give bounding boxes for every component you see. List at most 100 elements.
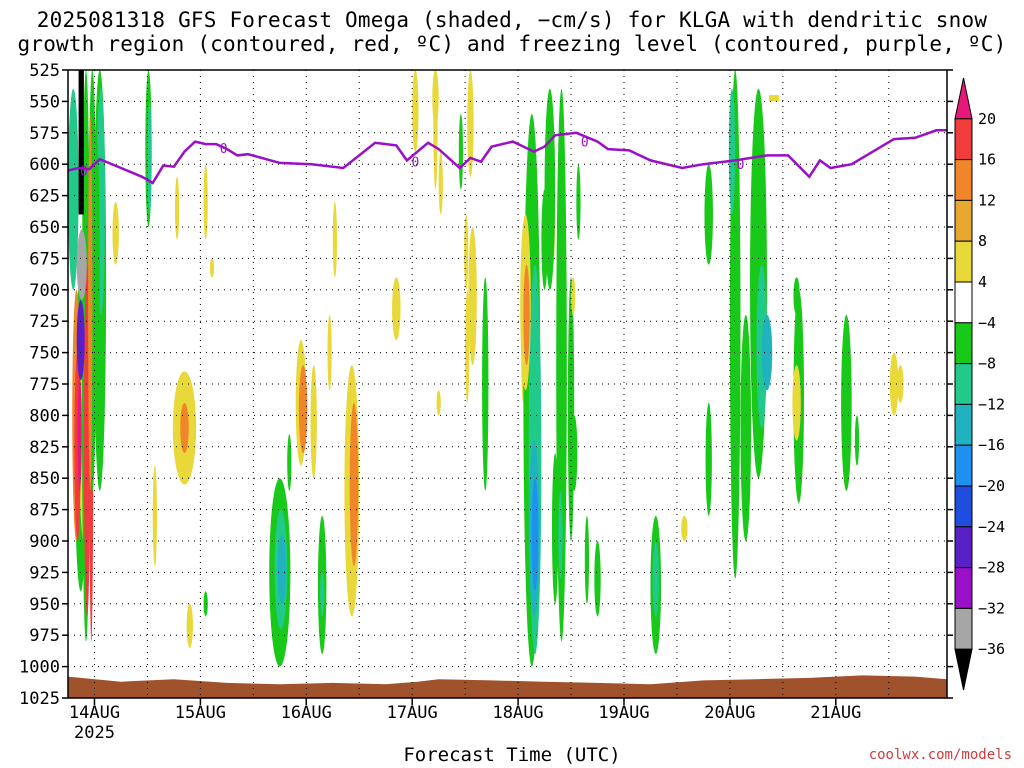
omega-blob [464, 214, 469, 290]
omega-blob [854, 415, 860, 466]
omega-blob [93, 139, 100, 378]
omega-blob [438, 151, 443, 215]
colorbar-swatch [954, 118, 973, 161]
omega-blob [889, 352, 899, 416]
x-tick-label: 15AUG [175, 703, 226, 723]
omega-core-black [78, 70, 84, 215]
chart-title-line-1: 2025081318 GFS Forecast Omega (shaded, −… [36, 8, 988, 32]
omega-blob [203, 164, 208, 240]
x-axis: 14AUG 15AUG 16AUG 17AUG 18AUG 19AUG 20AUG 21AUG… [69, 698, 861, 743]
freezing-level-label: 0 [220, 142, 228, 157]
omega-blob [571, 415, 578, 491]
credit-text: coolwx.com/models [868, 747, 1012, 763]
omega-blob [203, 591, 208, 617]
colorbar-label: −12 [978, 395, 1005, 413]
y-tick-label: 1000 [19, 658, 60, 678]
y-tick-label: 575 [29, 124, 60, 144]
y-tick-label: 950 [29, 595, 60, 615]
y-tick-label: 975 [29, 626, 60, 646]
x-tick-label: 14AUG [69, 703, 120, 723]
colorbar-label: 16 [978, 151, 996, 169]
omega-blob [180, 402, 189, 454]
omega-blob [468, 226, 477, 366]
omega-blob [465, 289, 470, 403]
colorbar-label: 8 [978, 232, 987, 250]
omega-blob [112, 201, 119, 265]
y-tick-label: 775 [29, 375, 60, 395]
colorbar-label: −4 [978, 314, 996, 332]
x-tick-label: 18AUG [492, 703, 543, 723]
omega-blob [436, 390, 441, 416]
colorbar-label: −36 [978, 640, 1005, 658]
colorbar-label: −16 [978, 436, 1005, 454]
omega-blob [412, 70, 419, 152]
y-tick-label: 550 [29, 92, 60, 112]
omega-blob [186, 603, 193, 648]
omega-core-grey [76, 229, 87, 300]
omega-blob [349, 402, 359, 567]
omega-blob [897, 365, 904, 403]
omega-blob [652, 541, 659, 617]
y-tick-label: 700 [29, 281, 60, 301]
omega-blob [558, 490, 563, 579]
colorbar-label: −24 [978, 518, 1005, 536]
omega-core-purple [76, 300, 85, 381]
omega-blob [576, 164, 581, 240]
y-tick-label: 800 [29, 406, 60, 426]
y-tick-label: 850 [29, 469, 60, 489]
colorbar-swatch [954, 322, 973, 365]
omega-blob [793, 277, 800, 315]
omega-blob [551, 453, 559, 604]
omega-shading [68, 70, 904, 667]
ground-terrain [68, 675, 947, 698]
x-tick-label: 20AUG [704, 703, 755, 723]
chart-title-line-2: growth region (contoured, red, ºC) and f… [17, 32, 1007, 56]
freezing-level-contour: 0 0 0 0 0 [68, 129, 947, 185]
y-tick-label: 750 [29, 344, 60, 364]
omega-blob [332, 201, 337, 278]
omega-blob [541, 189, 548, 290]
y-tick-label: 600 [29, 155, 60, 175]
x-tick-label: 17AUG [387, 703, 438, 723]
freezing-level-label: 0 [80, 164, 88, 179]
plot-frame [67, 69, 948, 699]
y-axis: 525 550 575 600 625 650 675 700 725 750 775 800 825 8… [19, 61, 953, 709]
omega-blob [594, 541, 601, 617]
x-tick-label: 21AUG [810, 703, 861, 723]
omega-blob [433, 70, 438, 190]
omega-blob [756, 264, 767, 428]
colorbar-label: −8 [978, 355, 996, 373]
colorbar-swatch [954, 159, 973, 201]
omega-blob [392, 277, 401, 341]
colorbar-label: −28 [978, 559, 1005, 577]
freezing-level-line [68, 129, 947, 185]
omega-blob [571, 277, 576, 315]
omega-blob [467, 70, 474, 177]
omega-blob [458, 113, 464, 190]
colorbar-swatch [954, 648, 973, 691]
colorbar: 20 16 12 8 4 −4 −8 −12 −16 −20 −24 −28 −32 −36 [954, 77, 1005, 691]
y-tick-label: 900 [29, 532, 60, 552]
omega-blob [769, 95, 780, 102]
y-tick-label: 825 [29, 438, 60, 458]
omega-blob [209, 258, 215, 278]
colorbar-swatch [954, 363, 973, 405]
omega-blob [287, 434, 292, 491]
omega-blob [681, 515, 688, 541]
omega-blob [704, 164, 713, 265]
freezing-level-label: 0 [737, 158, 745, 173]
omega-blob [728, 88, 736, 215]
colorbar-label: −20 [978, 477, 1005, 495]
colorbar-label: 4 [978, 273, 987, 291]
omega-blob [77, 377, 82, 491]
colorbar-swatch [954, 567, 973, 609]
omega-blob [298, 365, 308, 454]
omega-blob [740, 314, 752, 541]
x-axis-label: Forecast Time (UTC) [403, 744, 621, 766]
y-tick-label: 875 [29, 501, 60, 521]
omega-blob [584, 515, 590, 604]
colorbar-label: −32 [978, 599, 1005, 617]
omega-blob [482, 277, 489, 491]
omega-blob [841, 314, 852, 491]
